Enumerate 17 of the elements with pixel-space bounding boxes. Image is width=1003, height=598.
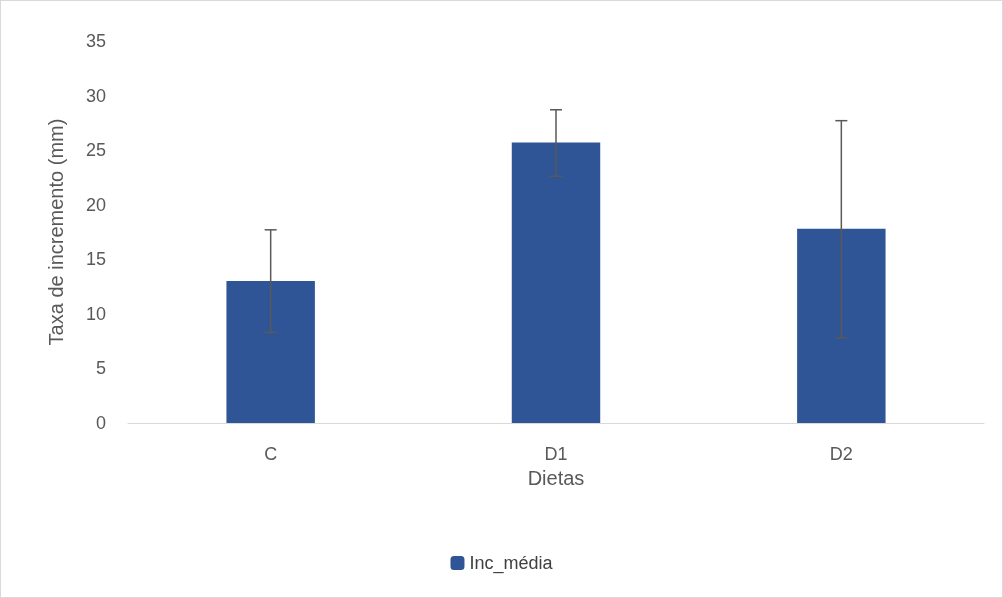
x-axis-title: Dietas: [527, 467, 585, 489]
y-tick-label: 30: [85, 85, 106, 106]
y-tick-label: 5: [95, 358, 106, 379]
bar: [226, 281, 315, 423]
x-tick-label: D2: [829, 444, 853, 464]
y-tick-label: 20: [85, 194, 106, 215]
legend-label: Inc_média: [469, 553, 554, 574]
y-tick-label: 10: [85, 303, 106, 324]
bar: [511, 142, 601, 423]
y-tick-label: 0: [95, 413, 106, 433]
y-tick-label: 35: [85, 31, 106, 51]
y-axis-title: Taxa de incremento (mm): [45, 118, 67, 346]
y-tick-label: 25: [85, 140, 106, 161]
bar: [797, 228, 886, 423]
x-tick-label: D1: [544, 444, 568, 464]
x-tick-label: C: [264, 444, 278, 464]
y-tick-label: 15: [85, 249, 106, 270]
